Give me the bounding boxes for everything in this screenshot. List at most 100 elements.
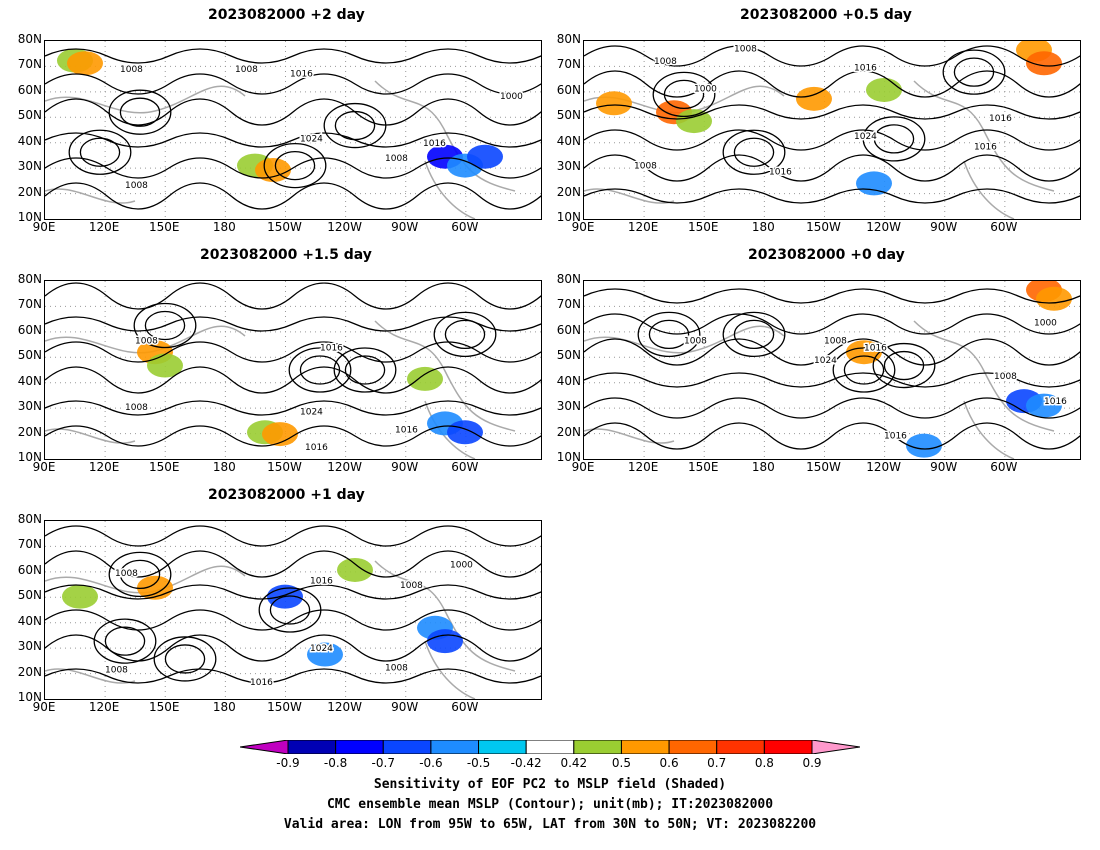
latitude-label: 30N [17,159,42,174]
sensitivity-shading [676,109,712,134]
closed-isobar [733,319,775,350]
contour-label: 1024 [310,644,333,654]
contour-label: 1016 [884,432,907,442]
contour-label: 1024 [854,132,877,142]
longitude-label: 150E [148,700,180,714]
latitude-label: 10N [556,450,581,464]
map-graphic: 1008 1016 1008 1000 1008 1024 1008 1016 [45,521,541,699]
longitude-label: 180 [751,460,775,474]
sensitivity-shading [467,144,503,169]
latitude-label: 80N [556,272,581,286]
sensitivity-shading [596,91,632,116]
contour-label: 1008 [235,65,258,75]
colorbar: -0.9 -0.8 -0.7 -0.6 -0.5 -0.42 0.42 0.5 0.6 0.7 0.… [240,740,860,780]
closed-isobar [722,129,786,175]
isobar-contour [45,634,541,662]
colorbar-tick-label: -0.7 [371,756,395,770]
colorbar-tick-label: -0.6 [419,756,443,770]
latitude-label: 40N [17,613,42,628]
closed-isobar [164,644,206,674]
contour-label: 1008 [115,569,138,579]
longitude-label: 180 [212,220,236,234]
latitude-label: 30N [17,639,42,654]
colorbar-segment [573,740,622,754]
closed-isobar [269,595,311,625]
latitude-label: 60N [17,82,42,97]
longitude-label: 60W [451,460,479,474]
contour-label: 1016 [974,143,997,153]
panel-plus-0-day: 2023082000 +0 day 1008 1008 1016 1024 1000 10… [543,240,1100,485]
latitude-label: 50N [17,108,42,123]
latitude-label: 60N [556,322,581,337]
colorbar-tick-label: -0.5 [466,756,491,770]
closed-isobar [108,89,172,135]
contour-label: 1024 [814,356,837,366]
sensitivity-shading [67,51,103,76]
isobar-contour [584,45,1080,67]
sensitivity-shading [1026,393,1062,418]
closed-isobar [637,311,701,358]
closed-isobar [79,137,121,167]
longitude-label: 90E [32,460,56,474]
colorbar-tick-label: -0.8 [323,756,348,770]
colorbar-segment [668,740,718,754]
isobar-contour [45,609,541,631]
latitude-label: 30N [556,399,581,414]
colorbar-end-low [240,740,289,754]
isobar-contour [45,341,541,363]
contour-label: 1016 [320,343,343,353]
isobar-contour [584,313,1080,335]
isobar-contour [584,188,1080,204]
isobar-contour [584,154,1080,182]
sensitivity-shading [147,353,183,378]
closed-isobar [648,319,690,350]
latitude-label: 70N [17,297,42,312]
isobar-contour [584,288,1080,304]
longitude-label: 150W [267,700,302,714]
longitude-label: 120E [88,460,120,474]
colorbar-graphic [240,740,860,754]
panel-title: 2023082000 +1 day [208,487,365,503]
closed-isobar [942,49,1006,95]
latitude-label: 20N [17,424,42,439]
latitude-label: 10N [17,450,42,464]
longitude-label: 120E [627,220,659,234]
longitude-label: 90E [571,460,595,474]
colorbar-tick-label: 0.8 [754,756,774,770]
sensitivity-shading [447,420,483,445]
colorbar-tick-label: -0.42 [510,756,542,770]
latitude-label: 60N [17,322,42,337]
map-graphic: 1008 1008 1016 1024 1000 1008 1016 1016 [584,281,1080,459]
sensitivity-shading [1036,286,1072,311]
closed-isobar [108,551,172,598]
isobar-contour [45,282,541,310]
colorbar-segment [716,740,765,754]
contour-label: 1008 [994,372,1017,382]
contour-label: 1008 [315,281,338,284]
closed-isobar [274,150,316,181]
latitude-label: 20N [556,424,581,439]
closed-isobar [872,342,936,389]
closed-isobar [652,71,716,118]
latitude-label: 30N [17,399,42,414]
longitude-label: 90W [391,460,419,474]
isobar-contour [45,48,541,64]
latitude-label: 40N [556,133,581,148]
colorbar-tick-label: 0.9 [802,756,822,770]
contour-label: 1008 [135,336,158,346]
latitude-label: 30N [556,159,581,174]
contour-label: 1000 [485,281,508,284]
contour-label: 1016 [310,576,333,586]
contour-label: 1016 [290,70,313,80]
isobar-contour [45,366,541,394]
map-graphic: 1008 1008 1016 1000 1008 1024 1016 1016 [45,281,541,459]
contour-label: 1000 [500,92,523,102]
contour-label: 1008 [385,154,408,164]
panel-title: 2023082000 +1.5 day [200,247,372,263]
latitude-label: 70N [17,57,42,72]
map-frame: 1008 1016 1008 1000 1008 1024 1008 1016 [44,520,542,700]
contour-label: 1016 [250,678,273,688]
latitude-label: 70N [556,297,581,312]
longitude-label: 90W [391,700,419,714]
latitude-label: 50N [556,108,581,123]
